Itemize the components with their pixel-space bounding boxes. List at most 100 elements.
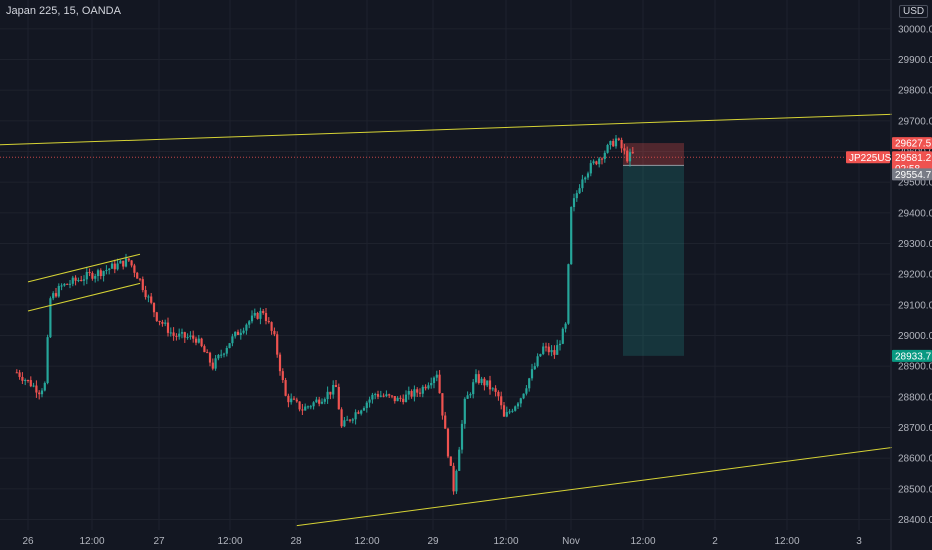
candle-body bbox=[315, 399, 318, 403]
candle-body bbox=[553, 350, 556, 355]
candle-body bbox=[290, 398, 293, 403]
candle-body bbox=[337, 386, 340, 410]
candle-body bbox=[326, 391, 329, 400]
x-tick-label: Nov bbox=[562, 536, 580, 547]
y-tick-label: 28500.0 bbox=[898, 484, 932, 495]
candle-body bbox=[334, 384, 338, 387]
candle-body bbox=[82, 279, 86, 281]
last-price-tag bbox=[892, 151, 932, 164]
candle-body bbox=[99, 270, 102, 277]
candle-body bbox=[542, 346, 545, 355]
candle-body bbox=[253, 312, 256, 316]
candle-body bbox=[343, 420, 346, 427]
candle-body bbox=[612, 141, 615, 147]
y-tick-label: 29000.0 bbox=[898, 331, 932, 342]
candle-body bbox=[186, 336, 189, 338]
candle-body bbox=[57, 285, 60, 297]
channel-upper-line[interactable] bbox=[27, 253, 141, 283]
candle-body bbox=[262, 310, 265, 314]
candle-body bbox=[26, 380, 30, 382]
candle-body bbox=[63, 283, 66, 286]
candle-body bbox=[393, 396, 396, 402]
candle-body bbox=[278, 354, 282, 372]
candle-body bbox=[438, 374, 441, 394]
candle-body bbox=[318, 399, 321, 404]
y-tick-label: 28600.0 bbox=[898, 454, 932, 465]
candle-body bbox=[222, 353, 226, 355]
candle-body bbox=[231, 336, 234, 344]
candle-body bbox=[382, 395, 385, 397]
position-tool[interactable] bbox=[623, 143, 684, 356]
candle-body bbox=[24, 380, 27, 382]
candle-body bbox=[161, 321, 164, 324]
candle-body bbox=[388, 394, 391, 396]
candle-body bbox=[236, 331, 240, 335]
candle-body bbox=[617, 138, 620, 140]
candle-body bbox=[390, 395, 394, 397]
candle-body bbox=[85, 271, 88, 280]
upper-trendline[interactable] bbox=[0, 112, 925, 148]
candle-body bbox=[483, 378, 486, 386]
candle-body bbox=[228, 343, 231, 349]
candle-body bbox=[147, 296, 150, 298]
candle-body bbox=[180, 332, 184, 334]
price-tags: 29627.5JP225USD29581.202:5829554.728933.… bbox=[846, 137, 932, 362]
trendline-group[interactable] bbox=[0, 112, 932, 527]
candle-body bbox=[18, 372, 21, 377]
candle-body bbox=[598, 158, 601, 165]
candle-body bbox=[80, 279, 83, 281]
candle-body bbox=[138, 278, 142, 280]
y-tick-label: 28700.0 bbox=[898, 423, 932, 434]
candle-body bbox=[242, 330, 245, 333]
candle-body bbox=[466, 395, 469, 399]
candle-body bbox=[346, 419, 349, 421]
candle-body bbox=[270, 322, 273, 331]
candle-body bbox=[166, 322, 170, 333]
candle-body bbox=[136, 272, 139, 279]
channel-lower-line[interactable] bbox=[27, 282, 141, 312]
candle-body bbox=[88, 271, 91, 274]
candle-body bbox=[130, 260, 133, 266]
currency-button[interactable]: USD bbox=[899, 5, 929, 18]
candle-body bbox=[539, 354, 542, 357]
y-tick-label: 29800.0 bbox=[898, 86, 932, 97]
candle-body bbox=[410, 391, 413, 397]
time-axis[interactable]: 26 12:00 27 12:00 28 12:00 29 12:00 Nov 12:00 2 12:… bbox=[22, 536, 862, 547]
candle-body bbox=[298, 401, 301, 410]
candle-body bbox=[276, 334, 279, 355]
candle-body bbox=[214, 358, 217, 369]
candle-body bbox=[77, 279, 80, 281]
candle-body bbox=[449, 456, 452, 466]
price-axis[interactable]: 30000.029900.029800.029700.029600.029500… bbox=[890, 0, 932, 550]
candle-body bbox=[600, 158, 604, 160]
lower-trendline[interactable] bbox=[296, 417, 932, 527]
candle-body bbox=[494, 388, 497, 392]
take-profit-zone[interactable] bbox=[623, 165, 684, 356]
candle-body bbox=[284, 380, 287, 396]
y-tick-label: 28800.0 bbox=[898, 392, 932, 403]
candle-body bbox=[21, 376, 24, 381]
candle-body bbox=[603, 152, 606, 160]
y-tick-label: 29300.0 bbox=[898, 239, 932, 250]
target-price-tag bbox=[892, 349, 932, 362]
candle-body bbox=[110, 263, 114, 269]
symbol-price-tag bbox=[846, 151, 890, 164]
y-tick-label: 29400.0 bbox=[898, 208, 932, 219]
candle-body bbox=[458, 449, 461, 471]
candle-body bbox=[105, 269, 108, 272]
candle-body bbox=[259, 310, 262, 319]
candle-body bbox=[570, 207, 573, 265]
candle-body bbox=[40, 390, 44, 395]
candle-body bbox=[413, 389, 416, 397]
candle-body bbox=[197, 338, 200, 343]
candle-body bbox=[455, 470, 458, 492]
stop-loss-zone[interactable] bbox=[623, 143, 684, 166]
candle-body bbox=[60, 285, 63, 287]
candle-body bbox=[533, 366, 536, 370]
candle-body bbox=[586, 173, 590, 178]
candle-body bbox=[427, 385, 430, 389]
candle-body bbox=[155, 312, 158, 321]
candle-body bbox=[35, 385, 38, 393]
candle-body bbox=[301, 409, 304, 411]
